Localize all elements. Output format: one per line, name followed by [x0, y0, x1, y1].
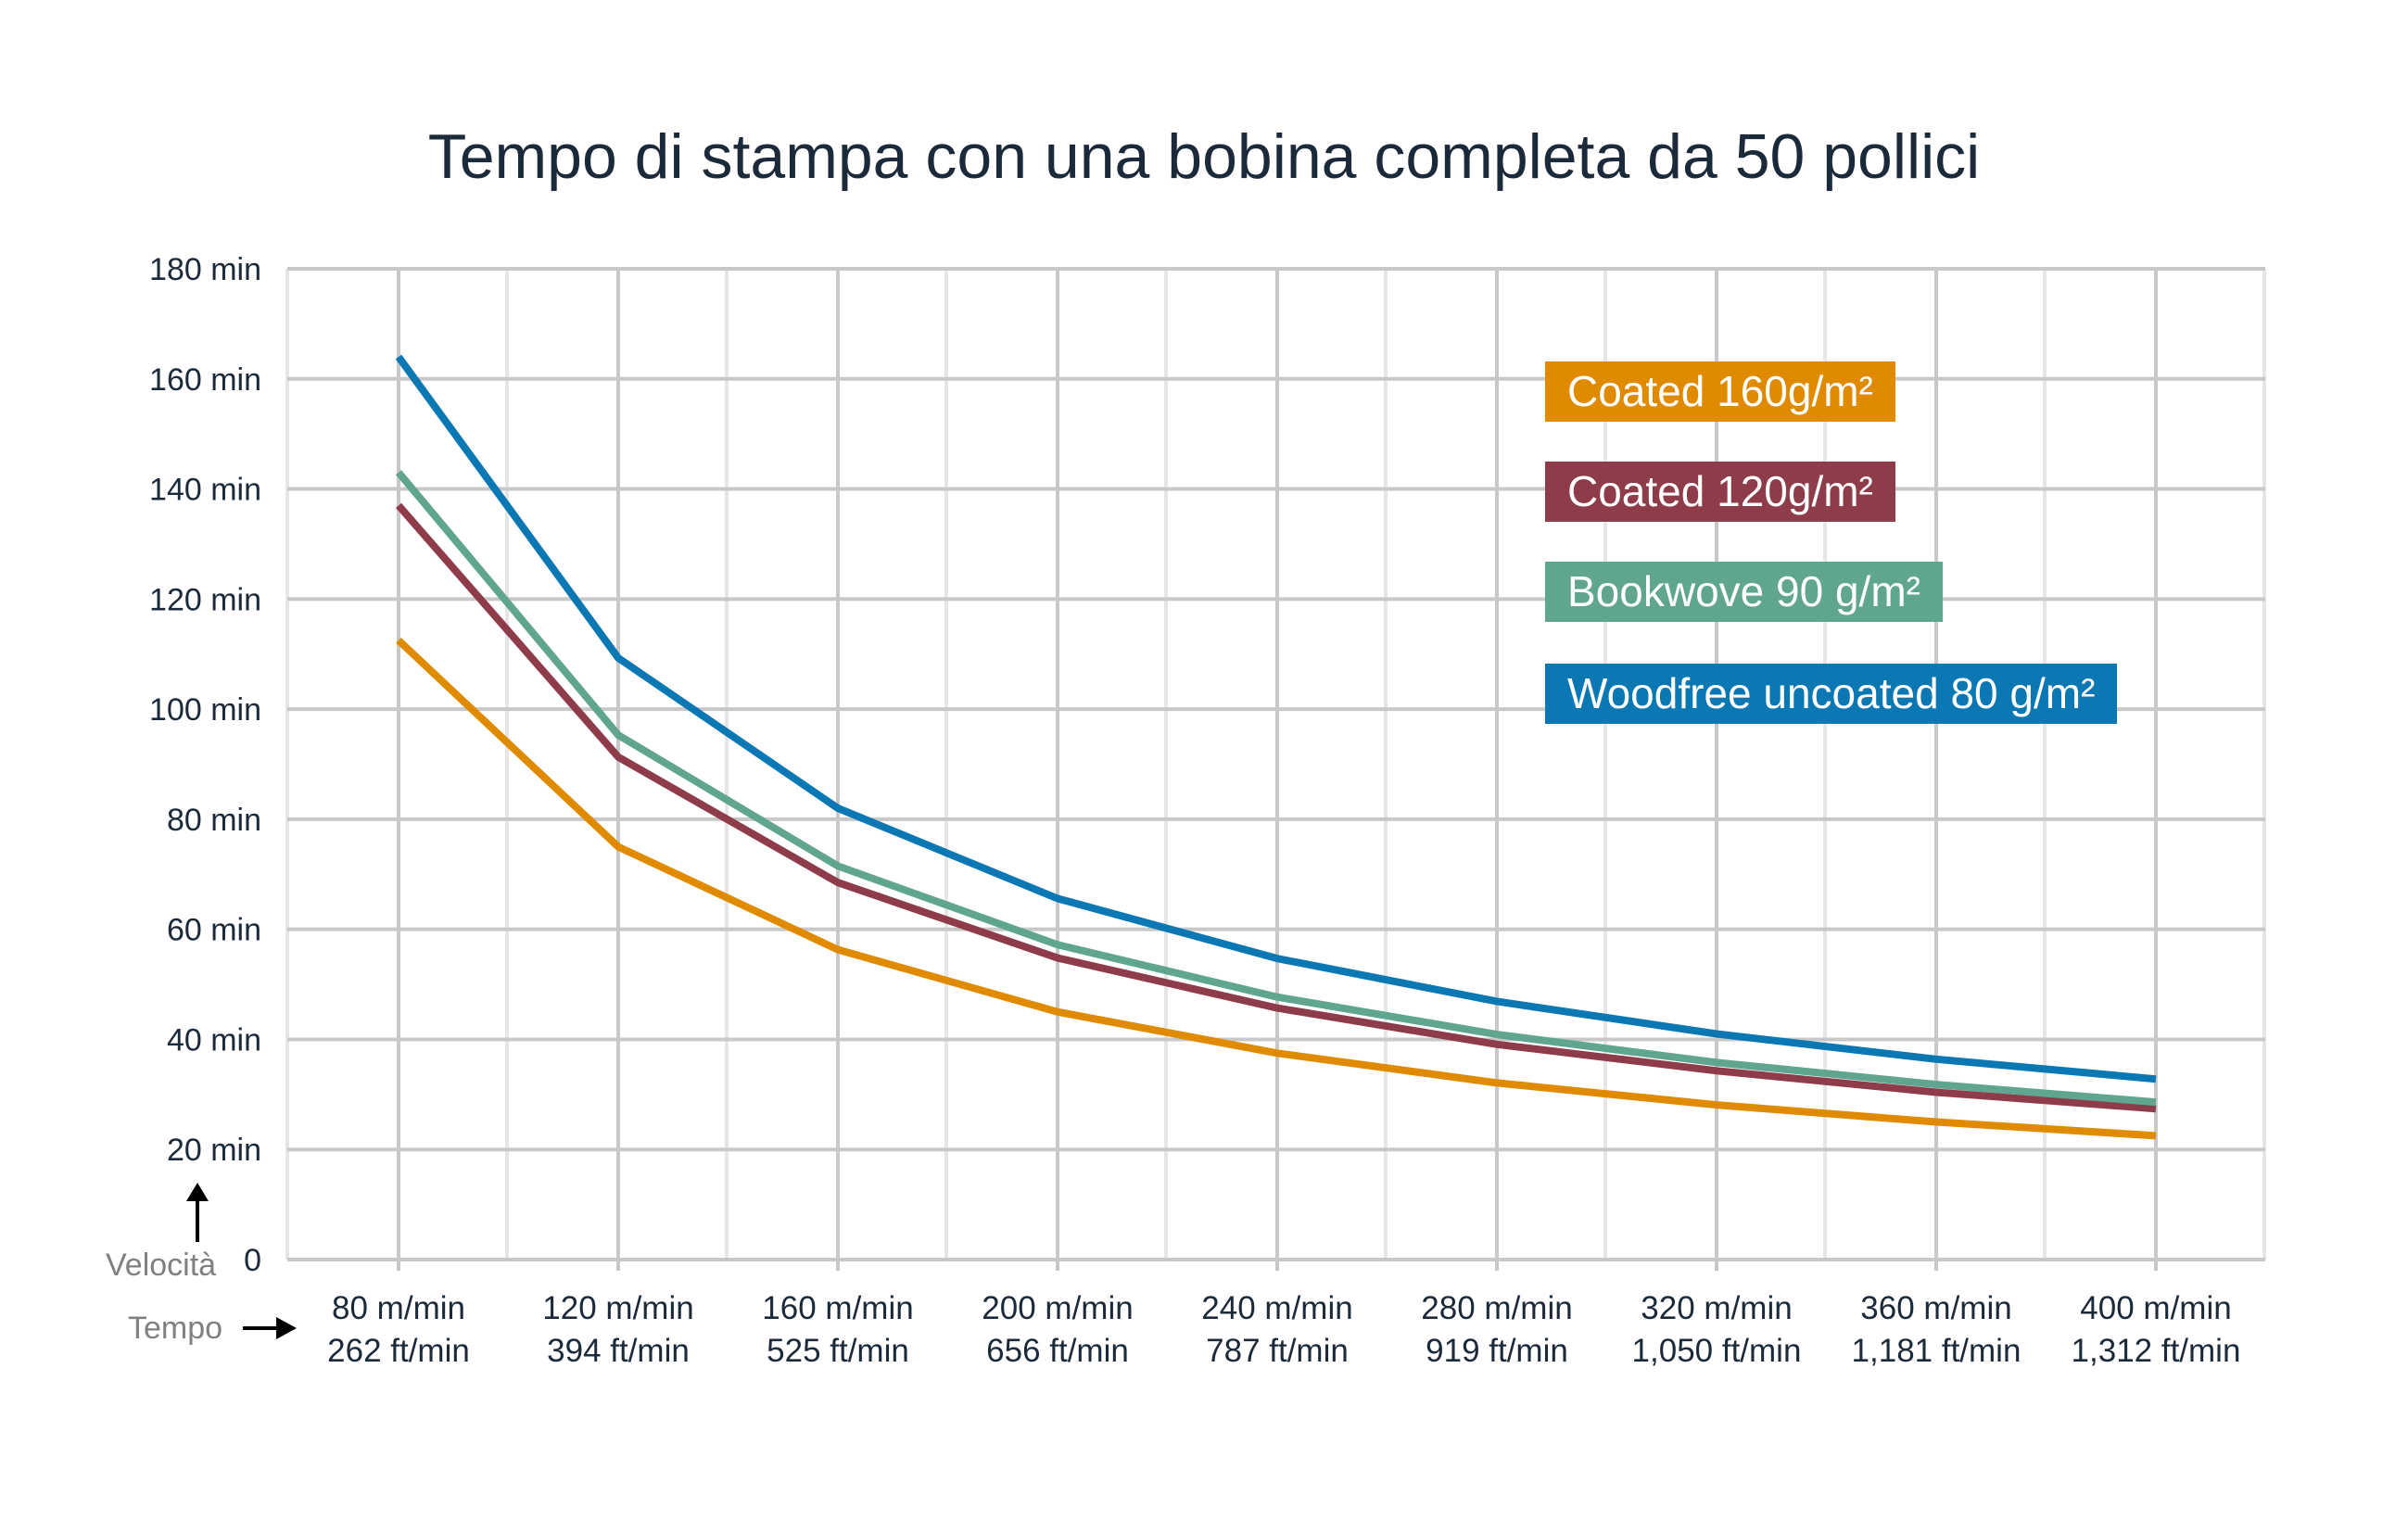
x-tick-label: 262 ft/min	[327, 1333, 470, 1369]
y-tick-label: 0	[244, 1243, 261, 1278]
x-tick-label: 360 m/min	[1860, 1290, 2011, 1326]
legend-item: Coated 160g/m²	[1545, 361, 1895, 422]
x-tick-label: 400 m/min	[2080, 1290, 2231, 1326]
legend-item: Bookwove 90 g/m²	[1545, 562, 1943, 622]
series-line	[396, 637, 2157, 1140]
x-tick-label: 656 ft/min	[986, 1333, 1129, 1369]
x-tick-label: 120 m/min	[542, 1290, 693, 1326]
x-axis-label: Tempo	[128, 1311, 223, 1346]
x-tick-label: 320 m/min	[1641, 1290, 1792, 1326]
up-arrow-head-icon	[186, 1183, 209, 1201]
series-line	[395, 470, 2157, 1107]
x-tick-label: 80 m/min	[332, 1290, 465, 1326]
x-tick-label: 200 m/min	[982, 1290, 1133, 1326]
x-tick-label: 787 ft/min	[1206, 1333, 1349, 1369]
x-tick-label: 919 ft/min	[1426, 1333, 1568, 1369]
x-tick-label: 1,312 ft/min	[2072, 1333, 2241, 1369]
y-tick-label: 40 min	[167, 1022, 261, 1058]
y-axis-label: Velocità	[106, 1248, 217, 1283]
series-line	[395, 502, 2157, 1113]
y-tick-label: 60 min	[167, 913, 261, 948]
x-tick-label: 1,050 ft/min	[1632, 1333, 1802, 1369]
y-tick-label: 120 min	[149, 582, 261, 617]
series-line	[395, 354, 2157, 1083]
x-tick-label: 525 ft/min	[767, 1333, 909, 1369]
x-tick-label: 394 ft/min	[547, 1333, 690, 1369]
x-tick-label: 240 m/min	[1201, 1290, 1352, 1326]
legend-item: Woodfree uncoated 80 g/m²	[1545, 664, 2118, 724]
y-tick-label: 80 min	[167, 803, 261, 838]
y-tick-label: 140 min	[149, 473, 261, 508]
y-tick-label: 180 min	[149, 252, 261, 287]
y-tick-label: 160 min	[149, 362, 261, 398]
chart-title: Tempo di stampa con una bobina completa …	[427, 121, 1981, 192]
x-tick-label: 1,181 ft/min	[1852, 1333, 2021, 1369]
y-tick-label: 100 min	[149, 692, 261, 728]
x-tick-label: 160 m/min	[762, 1290, 913, 1326]
x-tick-label: 280 m/min	[1421, 1290, 1572, 1326]
legend-item: Coated 120g/m²	[1545, 462, 1895, 522]
right-arrow-head-icon	[276, 1317, 297, 1339]
y-tick-label: 20 min	[167, 1133, 261, 1168]
